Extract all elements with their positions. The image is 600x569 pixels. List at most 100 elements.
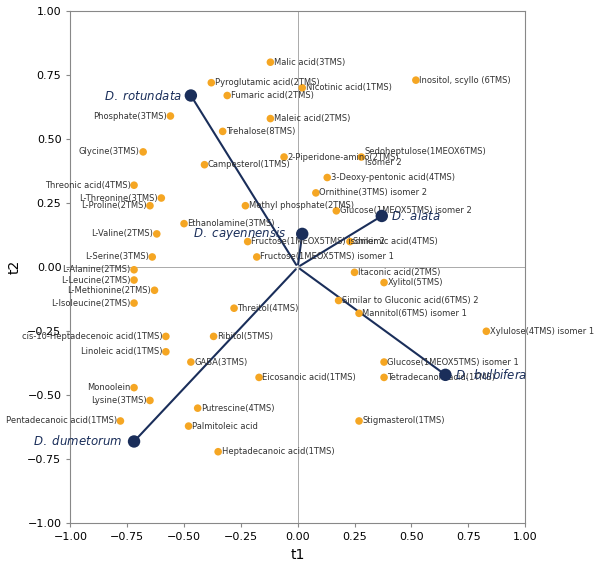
Text: L-Isoleucine(2TMS): L-Isoleucine(2TMS)	[51, 299, 131, 308]
Text: Glucose(1MEOX5TMS) isomer 2: Glucose(1MEOX5TMS) isomer 2	[340, 207, 472, 215]
Point	[345, 237, 355, 246]
Point	[200, 160, 209, 169]
Point	[266, 57, 275, 67]
Text: Xylulose(4TMS) isomer 1: Xylulose(4TMS) isomer 1	[490, 327, 594, 336]
Point	[186, 357, 196, 366]
Text: Itaconic acid(2TMS): Itaconic acid(2TMS)	[358, 268, 440, 277]
Point	[166, 112, 175, 121]
Point	[129, 275, 139, 284]
Point	[157, 193, 166, 203]
Point	[356, 152, 366, 162]
Point	[350, 268, 359, 277]
Point	[129, 383, 139, 392]
Text: Xylitol(5TMS): Xylitol(5TMS)	[388, 278, 443, 287]
Text: $\it{D.\ rotundata}$: $\it{D.\ rotundata}$	[104, 89, 182, 102]
Text: Stigmasterol(1TMS): Stigmasterol(1TMS)	[362, 417, 445, 426]
Point	[139, 147, 148, 156]
Text: Glucose(1MEOX5TMS) isomer 1: Glucose(1MEOX5TMS) isomer 1	[388, 357, 519, 366]
Text: Eicosanoic acid(1TMS): Eicosanoic acid(1TMS)	[262, 373, 356, 382]
Text: $\it{D.\ cayennensis}$: $\it{D.\ cayennensis}$	[193, 225, 286, 242]
Point	[161, 347, 170, 356]
Text: Pentadecanoic acid(1TMS): Pentadecanoic acid(1TMS)	[6, 417, 117, 426]
Point	[334, 296, 343, 305]
Text: Fructose(1MEOX5TMS) isomer 1: Fructose(1MEOX5TMS) isomer 1	[260, 253, 394, 262]
X-axis label: t1: t1	[290, 548, 305, 562]
Text: cis-10-Heptadecenoic acid(1TMS): cis-10-Heptadecenoic acid(1TMS)	[22, 332, 163, 341]
Text: Lysine(3TMS): Lysine(3TMS)	[91, 396, 146, 405]
Point	[411, 76, 421, 85]
Point	[152, 229, 161, 238]
Text: Inositol, scyllo (6TMS): Inositol, scyllo (6TMS)	[419, 76, 511, 85]
Point	[186, 91, 196, 100]
Point	[332, 207, 341, 216]
Point	[241, 201, 250, 211]
Text: Maleic acid(2TMS): Maleic acid(2TMS)	[274, 114, 350, 123]
Point	[218, 127, 227, 136]
Text: 2-Piperidone-amino(2TMS): 2-Piperidone-amino(2TMS)	[287, 152, 399, 162]
Point	[116, 417, 125, 426]
Text: Threitol(4TMS): Threitol(4TMS)	[238, 304, 299, 313]
Point	[129, 437, 139, 446]
Text: L-Serine(3TMS): L-Serine(3TMS)	[85, 253, 149, 262]
Point	[279, 152, 289, 162]
Point	[214, 447, 223, 456]
Text: L-Proline(2TMS): L-Proline(2TMS)	[81, 201, 146, 210]
Text: Pyroglutamic acid(2TMS): Pyroglutamic acid(2TMS)	[215, 78, 319, 87]
Point	[150, 286, 160, 295]
Text: GABA(3TMS): GABA(3TMS)	[194, 357, 248, 366]
Point	[193, 403, 202, 413]
Text: Monoolein: Monoolein	[87, 383, 131, 392]
Point	[266, 114, 275, 123]
Text: Malic acid(3TMS): Malic acid(3TMS)	[274, 57, 345, 67]
Text: Fructose(1MEOX5TMS) isomer 2: Fructose(1MEOX5TMS) isomer 2	[251, 237, 385, 246]
Text: Campesterol(1TMS): Campesterol(1TMS)	[208, 160, 290, 169]
Point	[223, 91, 232, 100]
Point	[311, 188, 320, 197]
Point	[298, 229, 307, 238]
Point	[184, 422, 193, 431]
Text: Fumaric acid(2TMS): Fumaric acid(2TMS)	[230, 91, 314, 100]
Text: Ornithine(3TMS) isomer 2: Ornithine(3TMS) isomer 2	[319, 188, 427, 197]
Text: L-Alanine(2TMS): L-Alanine(2TMS)	[62, 265, 131, 274]
Point	[254, 373, 264, 382]
Text: L-Leucine(2TMS): L-Leucine(2TMS)	[61, 275, 131, 284]
Text: Putrescine(4TMS): Putrescine(4TMS)	[201, 403, 275, 413]
Text: $\it{D.\ bulbifera}$: $\it{D.\ bulbifera}$	[455, 368, 527, 382]
Point	[379, 278, 389, 287]
Text: Trehalose(8TMS): Trehalose(8TMS)	[226, 127, 295, 136]
Point	[354, 417, 364, 426]
Text: $\it{D.\ dumetorum}$: $\it{D.\ dumetorum}$	[34, 435, 122, 448]
Point	[379, 357, 389, 366]
Point	[252, 253, 262, 262]
Point	[440, 370, 450, 380]
Text: Sedoheptulose(1MEOX6TMS)
isomer 2: Sedoheptulose(1MEOX6TMS) isomer 2	[365, 147, 487, 167]
Point	[148, 253, 157, 262]
Text: L-Valine(2TMS): L-Valine(2TMS)	[91, 229, 154, 238]
Point	[179, 219, 189, 228]
Y-axis label: t2: t2	[8, 260, 22, 274]
Point	[243, 237, 253, 246]
Text: Similar to Gluconic acid(6TMS) 2: Similar to Gluconic acid(6TMS) 2	[342, 296, 479, 305]
Text: Glycine(3TMS): Glycine(3TMS)	[79, 147, 140, 156]
Point	[379, 373, 389, 382]
Text: Linoleic acid(1TMS): Linoleic acid(1TMS)	[81, 347, 163, 356]
Text: Tetradecanoic acid(1TMS): Tetradecanoic acid(1TMS)	[388, 373, 496, 382]
Point	[161, 332, 170, 341]
Point	[298, 83, 307, 92]
Point	[482, 327, 491, 336]
Text: Heptadecanoic acid(1TMS): Heptadecanoic acid(1TMS)	[221, 447, 334, 456]
Text: Palmitoleic acid: Palmitoleic acid	[192, 422, 258, 431]
Point	[129, 265, 139, 274]
Text: Shikimic acid(4TMS): Shikimic acid(4TMS)	[353, 237, 438, 246]
Point	[129, 180, 139, 189]
Point	[129, 299, 139, 308]
Text: Nicotinic acid(1TMS): Nicotinic acid(1TMS)	[305, 83, 392, 92]
Text: Phosphate(3TMS): Phosphate(3TMS)	[93, 112, 167, 121]
Text: Ribitol(5TMS): Ribitol(5TMS)	[217, 332, 273, 341]
Point	[206, 78, 216, 87]
Point	[145, 396, 155, 405]
Text: 3-Deoxy-pentonic acid(4TMS): 3-Deoxy-pentonic acid(4TMS)	[331, 173, 455, 182]
Text: L-Methionine(2TMS): L-Methionine(2TMS)	[67, 286, 151, 295]
Point	[354, 309, 364, 318]
Point	[377, 212, 386, 221]
